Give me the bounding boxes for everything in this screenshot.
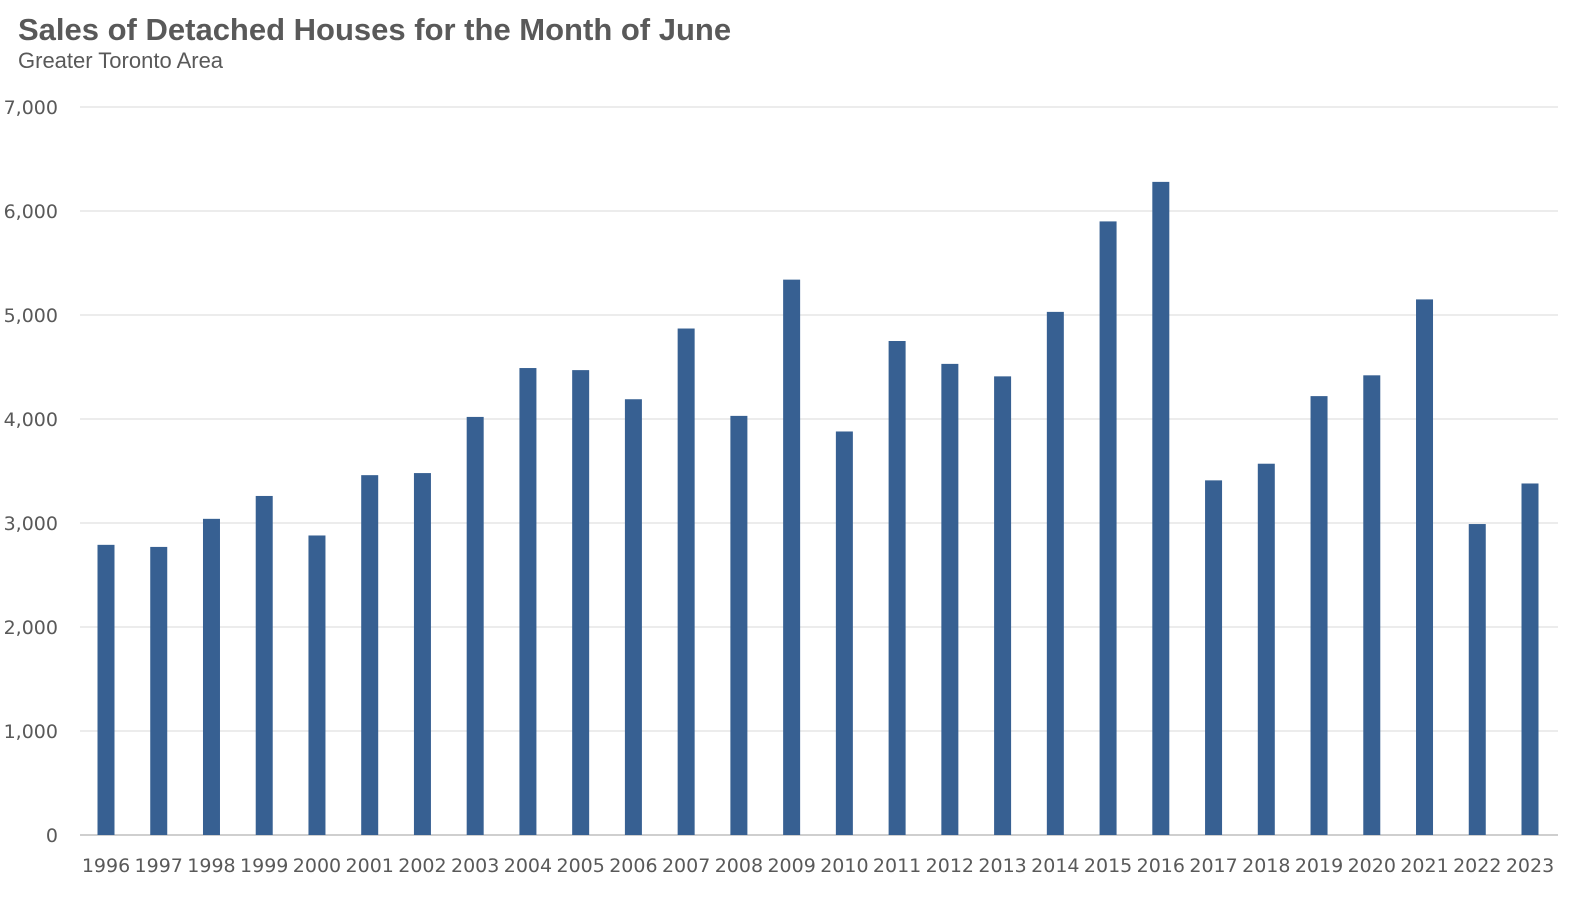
chart-subtitle: Greater Toronto Area: [18, 48, 224, 73]
x-tick-label: 2003: [451, 855, 499, 877]
x-tick-label: 2000: [293, 855, 341, 877]
bar-2022: [1468, 524, 1486, 835]
x-tick-label: 2020: [1348, 855, 1396, 877]
y-tick-label: 6,000: [4, 201, 58, 223]
bar-2014: [1046, 311, 1064, 835]
bar-2010: [835, 431, 853, 835]
x-tick-label: 2013: [978, 855, 1026, 877]
bar-1997: [150, 546, 168, 835]
bar-1996: [97, 544, 115, 835]
bar-1999: [255, 495, 273, 835]
bar-2007: [677, 328, 695, 835]
bar-2016: [1152, 181, 1170, 835]
x-tick-label: 1997: [135, 855, 183, 877]
x-tick-label: 2009: [767, 855, 815, 877]
x-tick-label: 2016: [1137, 855, 1185, 877]
gridlines: [80, 106, 1558, 836]
x-tick-label: 2005: [556, 855, 604, 877]
x-tick-label: 2006: [609, 855, 657, 877]
y-axis-tick-labels: 0 1,000 2,000 3,000 4,000 5,000 6,000 7,000: [4, 97, 58, 847]
y-tick-label: 0: [46, 825, 58, 847]
bar-2004: [519, 368, 537, 835]
x-tick-label: 2007: [662, 855, 710, 877]
x-tick-label: 2002: [398, 855, 446, 877]
bars: [97, 181, 1539, 835]
bar-2001: [361, 475, 379, 835]
bar-2023: [1521, 483, 1539, 835]
x-axis-tick-labels: 1996 1997 1998 1999 2000 2001 2002 2003 2004 2005…: [82, 855, 1554, 877]
bar-2015: [1099, 221, 1117, 835]
x-tick-label: 1996: [82, 855, 130, 877]
bar-1998: [202, 518, 220, 835]
x-tick-label: 2018: [1242, 855, 1290, 877]
x-tick-label: 2023: [1506, 855, 1554, 877]
x-tick-label: 2008: [715, 855, 763, 877]
x-tick-label: 2017: [1189, 855, 1237, 877]
bar-2006: [624, 399, 642, 835]
bar-2008: [730, 415, 748, 835]
y-tick-label: 7,000: [4, 97, 58, 119]
bar-2018: [1257, 463, 1275, 835]
x-tick-label: 1999: [240, 855, 288, 877]
x-tick-label: 2012: [926, 855, 974, 877]
x-tick-label: 2015: [1084, 855, 1132, 877]
y-tick-label: 1,000: [4, 721, 58, 743]
x-tick-label: 2011: [873, 855, 921, 877]
bar-2009: [783, 279, 801, 835]
bar-2005: [572, 370, 590, 835]
bar-2013: [994, 376, 1012, 835]
bar-2000: [308, 535, 326, 835]
bar-2021: [1416, 299, 1434, 835]
bar-2019: [1310, 396, 1328, 835]
bar-2012: [941, 363, 959, 835]
bar-2002: [413, 473, 431, 835]
x-tick-label: 2022: [1453, 855, 1501, 877]
x-tick-label: 2021: [1400, 855, 1448, 877]
bar-2003: [466, 416, 484, 835]
x-tick-label: 2004: [504, 855, 552, 877]
x-tick-label: 2014: [1031, 855, 1079, 877]
y-tick-label: 3,000: [4, 513, 58, 535]
y-tick-label: 2,000: [4, 617, 58, 639]
bar-2017: [1205, 480, 1223, 835]
x-tick-label: 2010: [820, 855, 868, 877]
chart-title: Sales of Detached Houses for the Month o…: [18, 12, 732, 47]
y-tick-label: 5,000: [4, 305, 58, 327]
y-tick-label: 4,000: [4, 409, 58, 431]
bar-2020: [1363, 375, 1381, 835]
bar-2011: [888, 341, 906, 835]
x-tick-label: 2001: [346, 855, 394, 877]
x-tick-label: 2019: [1295, 855, 1343, 877]
x-tick-label: 1998: [187, 855, 235, 877]
